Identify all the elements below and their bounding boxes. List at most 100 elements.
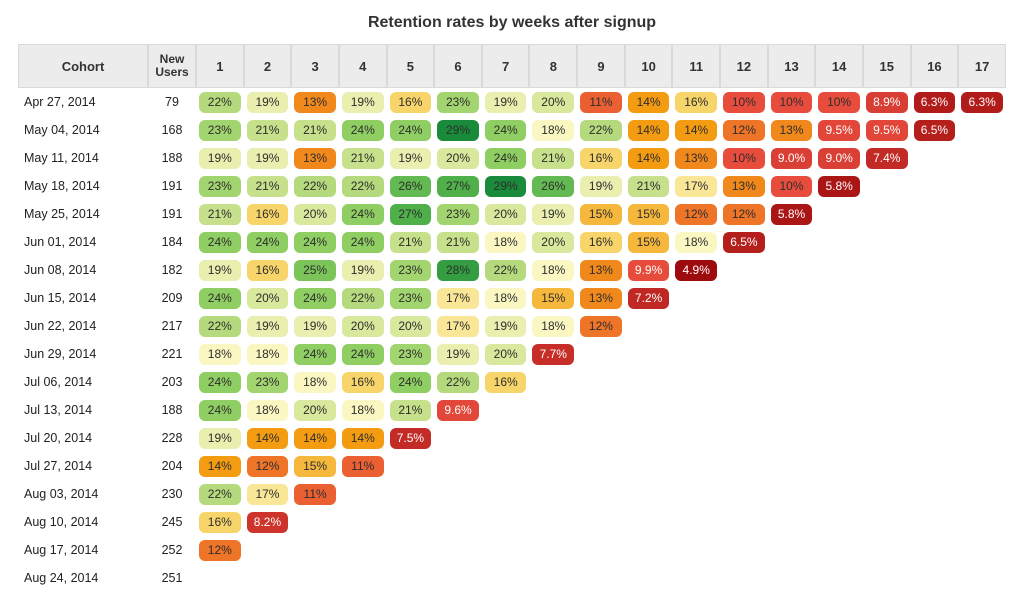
retention-pill: 23%: [247, 372, 289, 393]
retention-cell: 29%: [482, 172, 530, 200]
retention-cell: [625, 396, 673, 424]
retention-cell: 5.8%: [815, 172, 863, 200]
retention-cell: 10%: [815, 88, 863, 116]
header-week: 16: [911, 44, 959, 88]
retention-cell: [768, 340, 816, 368]
retention-pill: 20%: [342, 316, 384, 337]
retention-pill: 18%: [485, 288, 527, 309]
retention-cell: [529, 452, 577, 480]
retention-cell: [815, 536, 863, 564]
retention-cell: [911, 144, 959, 172]
retention-pill: 19%: [247, 316, 289, 337]
retention-pill: 17%: [437, 316, 479, 337]
retention-cell: 16%: [482, 368, 530, 396]
retention-cell: [720, 508, 768, 536]
retention-cell: 20%: [434, 144, 482, 172]
retention-cell: [863, 480, 911, 508]
retention-pill: 6.3%: [961, 92, 1003, 113]
retention-pill: 19%: [390, 148, 432, 169]
retention-cell: [720, 284, 768, 312]
retention-cell: [768, 284, 816, 312]
retention-pill: 22%: [199, 92, 241, 113]
retention-pill: 14%: [199, 456, 241, 477]
retention-pill: 19%: [199, 260, 241, 281]
retention-cell: 7.5%: [387, 424, 435, 452]
retention-cell: 6.3%: [958, 88, 1006, 116]
retention-cell: 16%: [577, 228, 625, 256]
retention-pill: 7.7%: [532, 344, 574, 365]
retention-pill: 16%: [580, 148, 622, 169]
retention-cell: [911, 536, 959, 564]
retention-pill: 13%: [580, 288, 622, 309]
retention-cell: [863, 396, 911, 424]
retention-cell: 10%: [720, 88, 768, 116]
retention-cell: 23%: [434, 88, 482, 116]
table-row: Jul 06, 201420324%23%18%16%24%22%16%: [18, 368, 1006, 396]
retention-pill: 22%: [485, 260, 527, 281]
table-row: May 25, 201419121%16%20%24%27%23%20%19%1…: [18, 200, 1006, 228]
retention-cell: 21%: [196, 200, 244, 228]
retention-pill: 19%: [485, 316, 527, 337]
retention-cell: [958, 396, 1006, 424]
retention-pill: 18%: [294, 372, 336, 393]
retention-pill: 12%: [580, 316, 622, 337]
retention-pill: 19%: [247, 148, 289, 169]
retention-cell: [529, 508, 577, 536]
retention-cell: 18%: [672, 228, 720, 256]
retention-cell: [387, 452, 435, 480]
new-users-value: 191: [148, 172, 196, 200]
retention-cell: 19%: [244, 144, 292, 172]
new-users-value: 251: [148, 564, 196, 592]
retention-pill: 23%: [390, 344, 432, 365]
retention-pill: 21%: [390, 232, 432, 253]
retention-pill: 15%: [532, 288, 574, 309]
retention-pill: 19%: [532, 204, 574, 225]
retention-cell: 20%: [387, 312, 435, 340]
new-users-value: 79: [148, 88, 196, 116]
retention-pill: 11%: [580, 92, 622, 113]
retention-pill: 24%: [199, 372, 241, 393]
retention-cell: 9.6%: [434, 396, 482, 424]
retention-cell: [434, 536, 482, 564]
retention-cell: [482, 536, 530, 564]
retention-cell: 11%: [577, 88, 625, 116]
retention-pill: 18%: [532, 120, 574, 141]
retention-pill: 14%: [675, 120, 717, 141]
table-row: Jun 08, 201418219%16%25%19%23%28%22%18%1…: [18, 256, 1006, 284]
retention-pill: 23%: [437, 92, 479, 113]
retention-pill: 19%: [342, 92, 384, 113]
retention-pill: 19%: [342, 260, 384, 281]
retention-pill: 21%: [199, 204, 241, 225]
retention-cell: [958, 256, 1006, 284]
new-users-value: 204: [148, 452, 196, 480]
retention-cell: 20%: [482, 340, 530, 368]
retention-cell: 18%: [244, 340, 292, 368]
retention-pill: 14%: [628, 148, 670, 169]
retention-pill: 24%: [199, 232, 241, 253]
table-header-row: Cohort New Users 12345678910111213141516…: [18, 44, 1006, 88]
retention-cell: [625, 480, 673, 508]
cohort-label: Aug 03, 2014: [18, 480, 148, 508]
retention-cell: 20%: [529, 88, 577, 116]
retention-cell: [577, 340, 625, 368]
new-users-value: 188: [148, 396, 196, 424]
header-week: 14: [815, 44, 863, 88]
new-users-value: 184: [148, 228, 196, 256]
retention-cell: 8.9%: [863, 88, 911, 116]
retention-cell: [339, 564, 387, 592]
retention-cell: 7.4%: [863, 144, 911, 172]
retention-cell: 12%: [196, 536, 244, 564]
retention-cell: [434, 480, 482, 508]
retention-pill: 17%: [437, 288, 479, 309]
retention-pill: 19%: [247, 92, 289, 113]
retention-cell: [863, 312, 911, 340]
retention-cell: 21%: [244, 172, 292, 200]
retention-cell: 19%: [577, 172, 625, 200]
retention-cell: 18%: [529, 312, 577, 340]
retention-cell: [434, 452, 482, 480]
retention-pill: 29%: [485, 176, 527, 197]
retention-cell: [434, 508, 482, 536]
retention-pill: 24%: [247, 232, 289, 253]
retention-cell: 20%: [291, 396, 339, 424]
retention-cell: 22%: [482, 256, 530, 284]
